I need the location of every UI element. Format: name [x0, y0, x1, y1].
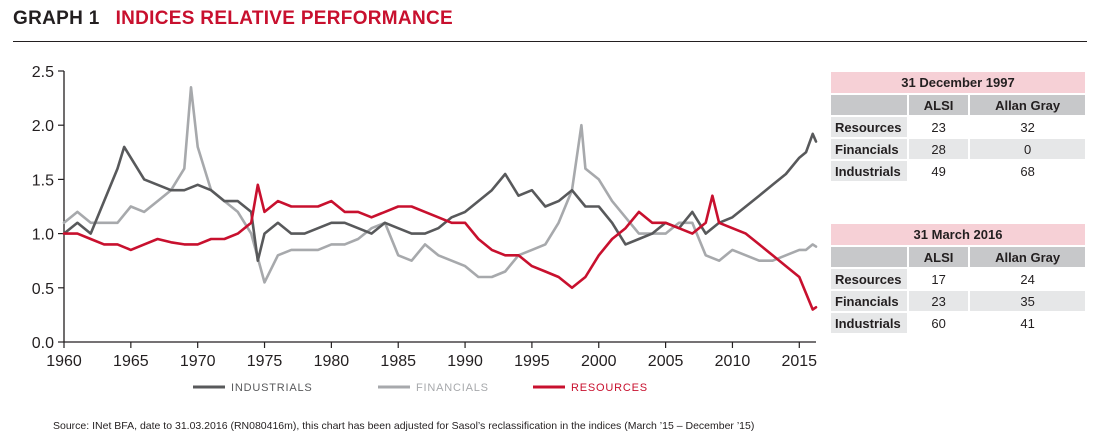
table-corner — [831, 95, 907, 115]
cell-allan-gray: 0 — [970, 139, 1085, 159]
y-tick-label: 0.0 — [32, 335, 54, 352]
graph-header: GRAPH 1 INDICES RELATIVE PERFORMANCE — [13, 8, 453, 30]
cell-alsi: 60 — [909, 313, 969, 333]
row-label: Resources — [831, 269, 907, 289]
y-tick-label: 1.0 — [32, 227, 54, 244]
row-label: Industrials — [831, 161, 907, 181]
allocation-table-1997: 31 December 1997 ALSI Allan Gray Resourc… — [829, 70, 1087, 183]
legend-label-industrials: INDUSTRIALS — [231, 382, 313, 394]
series-line-industrials — [62, 132, 818, 262]
series-line-financials — [62, 85, 818, 284]
series-line-resources — [62, 183, 818, 311]
y-tick-label: 0.5 — [32, 281, 54, 298]
cell-allan-gray: 41 — [970, 313, 1085, 333]
column-header-allan-gray: Allan Gray — [970, 247, 1085, 267]
allocation-table-2016: 31 March 2016 ALSI Allan Gray Resources … — [829, 222, 1087, 335]
x-tick-label: 2010 — [715, 353, 751, 370]
row-label: Financials — [831, 139, 907, 159]
legend-label-resources: RESOURCES — [571, 382, 648, 394]
x-tick-label: 2015 — [781, 353, 817, 370]
graph-label: GRAPH 1 — [13, 8, 100, 29]
x-tick-label: 1960 — [46, 353, 82, 370]
x-tick-label: 1975 — [247, 353, 283, 370]
x-tick-label: 2000 — [581, 353, 617, 370]
table-row: Financials 28 0 — [831, 139, 1085, 159]
row-label: Resources — [831, 117, 907, 137]
cell-alsi: 49 — [909, 161, 969, 181]
y-tick-label: 2.0 — [32, 118, 54, 135]
column-header-alsi: ALSI — [909, 247, 969, 267]
column-header-allan-gray: Allan Gray — [970, 95, 1085, 115]
cell-allan-gray: 32 — [970, 117, 1085, 137]
table-row: Resources 23 32 — [831, 117, 1085, 137]
table-row: Financials 23 35 — [831, 291, 1085, 311]
cell-alsi: 23 — [909, 291, 969, 311]
x-tick-label: 2005 — [648, 353, 684, 370]
x-tick-label: 1970 — [180, 353, 216, 370]
table-row: Industrials 60 41 — [831, 313, 1085, 333]
cell-allan-gray: 24 — [970, 269, 1085, 289]
row-label: Industrials — [831, 313, 907, 333]
x-tick-label: 1990 — [447, 353, 483, 370]
column-header-alsi: ALSI — [909, 95, 969, 115]
cell-alsi: 17 — [909, 269, 969, 289]
x-tick-label: 1965 — [113, 353, 149, 370]
source-note: Source: INet BFA, date to 31.03.2016 (RN… — [53, 420, 755, 432]
x-tick-label: 1980 — [314, 353, 350, 370]
row-label: Financials — [831, 291, 907, 311]
cell-allan-gray: 35 — [970, 291, 1085, 311]
x-tick-label: 1995 — [514, 353, 550, 370]
table-corner — [831, 247, 907, 267]
x-tick-label: 1985 — [380, 353, 416, 370]
cell-allan-gray: 68 — [970, 161, 1085, 181]
legend-label-financials: FINANCIALS — [416, 382, 489, 394]
table-row: Resources 17 24 — [831, 269, 1085, 289]
table-row: Industrials 49 68 — [831, 161, 1085, 181]
line-chart: 0.0 0.5 1.0 1.5 2.0 2.5 1960 1965 1970 1975 1980 19… — [32, 64, 818, 394]
y-tick-label: 1.5 — [32, 172, 54, 189]
cell-alsi: 28 — [909, 139, 969, 159]
table-title: 31 December 1997 — [831, 72, 1085, 93]
graph-title: INDICES RELATIVE PERFORMANCE — [115, 8, 453, 29]
y-tick-label: 2.5 — [32, 64, 54, 81]
table-title: 31 March 2016 — [831, 224, 1085, 245]
header-divider — [13, 41, 1087, 42]
cell-alsi: 23 — [909, 117, 969, 137]
